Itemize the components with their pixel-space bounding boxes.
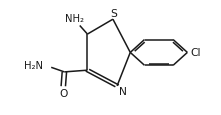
Text: S: S <box>110 9 117 19</box>
Text: Cl: Cl <box>190 48 200 58</box>
Text: N: N <box>119 87 127 97</box>
Text: O: O <box>59 89 67 98</box>
Text: NH₂: NH₂ <box>65 13 84 23</box>
Text: H₂N: H₂N <box>24 60 43 70</box>
